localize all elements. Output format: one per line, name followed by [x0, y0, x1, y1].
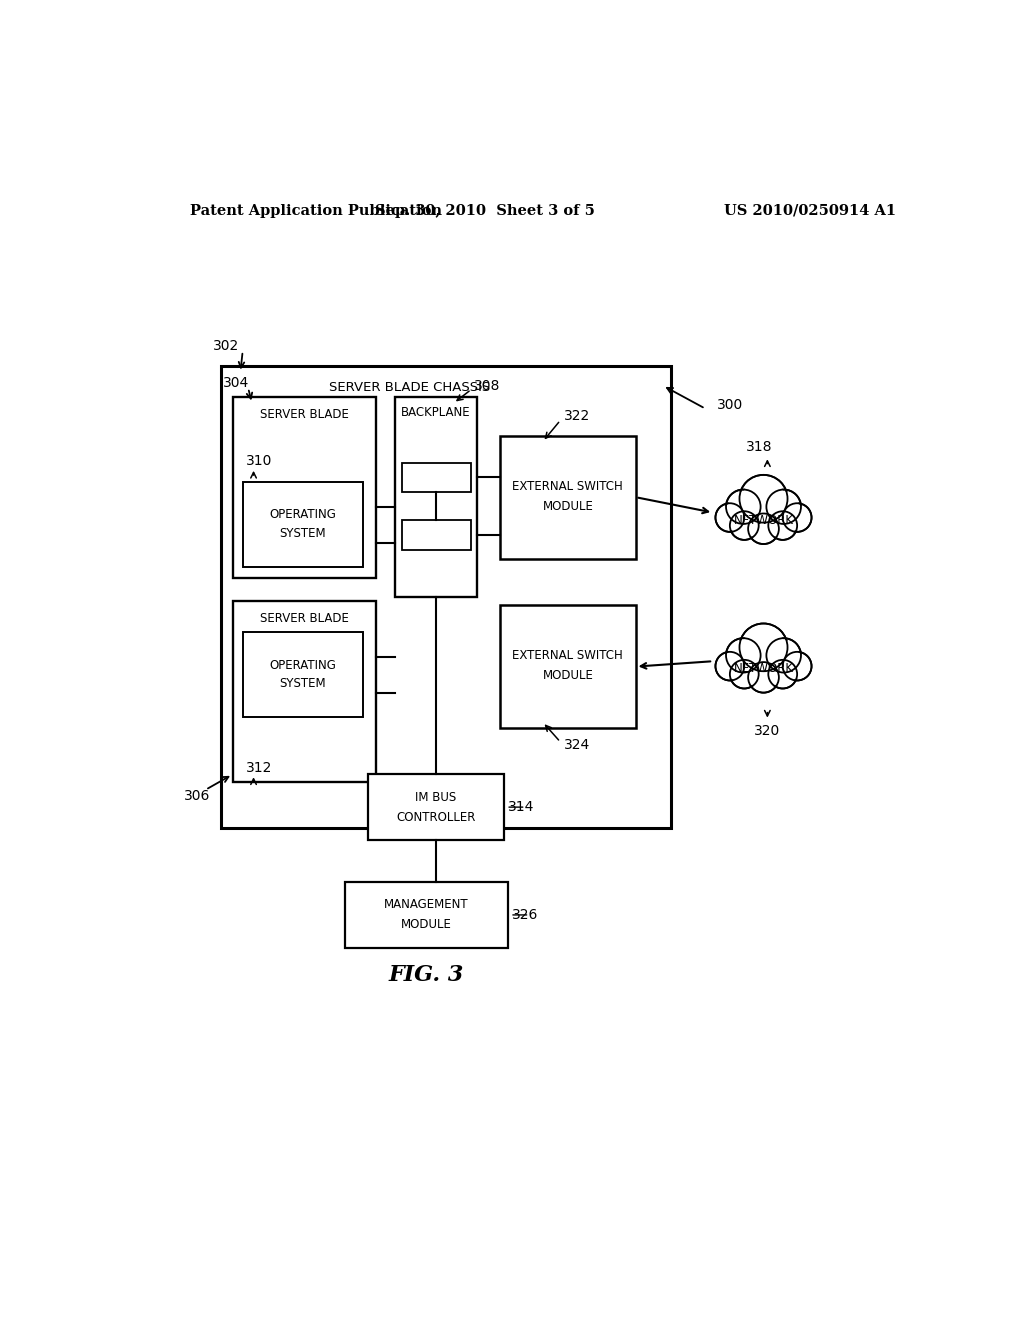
Text: 324: 324: [563, 738, 590, 752]
Text: 312: 312: [246, 762, 272, 775]
Text: SERVER BLADE: SERVER BLADE: [260, 408, 349, 421]
Bar: [401, 520, 471, 549]
Text: MODULE: MODULE: [543, 500, 593, 513]
Circle shape: [768, 660, 797, 689]
Circle shape: [739, 623, 787, 671]
Circle shape: [768, 491, 799, 521]
Circle shape: [749, 663, 779, 693]
Bar: [345, 882, 508, 948]
Text: 300: 300: [717, 397, 743, 412]
Text: BACKPLANE: BACKPLANE: [401, 407, 471, 418]
Text: 304: 304: [223, 376, 250, 391]
Text: SYSTEM: SYSTEM: [280, 677, 326, 690]
Text: MODULE: MODULE: [543, 669, 593, 682]
Circle shape: [784, 653, 810, 678]
Text: US 2010/0250914 A1: US 2010/0250914 A1: [724, 203, 896, 218]
Bar: [232, 601, 376, 781]
Circle shape: [730, 511, 759, 540]
Text: SYSTEM: SYSTEM: [280, 527, 326, 540]
Circle shape: [742, 627, 784, 668]
Text: 306: 306: [183, 789, 210, 803]
Text: 310: 310: [246, 454, 272, 469]
Circle shape: [770, 661, 796, 686]
Circle shape: [782, 503, 812, 532]
Circle shape: [726, 490, 761, 524]
Circle shape: [766, 638, 801, 673]
Text: OPERATING: OPERATING: [269, 508, 336, 521]
Circle shape: [784, 506, 810, 531]
Text: FIG. 3: FIG. 3: [389, 964, 464, 986]
Circle shape: [726, 638, 761, 673]
Text: NETWORK: NETWORK: [733, 513, 794, 527]
Text: 302: 302: [213, 338, 240, 352]
Text: 322: 322: [563, 409, 590, 422]
Bar: [232, 397, 376, 578]
Bar: [221, 367, 671, 829]
Circle shape: [749, 513, 779, 544]
Text: EXTERNAL SWITCH: EXTERNAL SWITCH: [512, 649, 624, 663]
Circle shape: [731, 513, 757, 539]
Circle shape: [782, 652, 812, 681]
Text: MANAGEMENT: MANAGEMENT: [384, 899, 469, 911]
Bar: [243, 482, 362, 566]
Bar: [369, 775, 504, 840]
Circle shape: [728, 640, 759, 671]
Bar: [243, 632, 362, 717]
Circle shape: [750, 515, 777, 543]
Circle shape: [728, 491, 759, 521]
Text: Sep. 30, 2010  Sheet 3 of 5: Sep. 30, 2010 Sheet 3 of 5: [375, 203, 595, 218]
Text: CONTROLLER: CONTROLLER: [396, 810, 476, 824]
Bar: [401, 462, 471, 492]
Circle shape: [730, 660, 759, 689]
Circle shape: [717, 653, 742, 678]
Circle shape: [717, 506, 742, 531]
Bar: [500, 436, 636, 558]
Text: 314: 314: [508, 800, 535, 814]
Text: OPERATING: OPERATING: [269, 659, 336, 672]
Circle shape: [716, 652, 744, 681]
Circle shape: [739, 475, 787, 523]
Text: NETWORK: NETWORK: [733, 663, 794, 676]
Bar: [395, 397, 477, 597]
Circle shape: [742, 478, 784, 520]
Text: IM BUS: IM BUS: [416, 791, 457, 804]
Text: EXTERNAL SWITCH: EXTERNAL SWITCH: [512, 480, 624, 492]
Circle shape: [716, 503, 744, 532]
Circle shape: [770, 513, 796, 539]
Text: SERVER BLADE CHASSIS: SERVER BLADE CHASSIS: [329, 381, 490, 395]
Text: SERVER BLADE: SERVER BLADE: [260, 611, 349, 624]
Circle shape: [731, 661, 757, 686]
Text: 308: 308: [474, 379, 501, 392]
Bar: [500, 605, 636, 729]
Circle shape: [750, 664, 777, 690]
Text: MODULE: MODULE: [401, 919, 452, 932]
Circle shape: [768, 640, 799, 671]
Text: 318: 318: [746, 440, 773, 454]
Text: 326: 326: [512, 908, 538, 921]
Circle shape: [768, 511, 797, 540]
Text: 320: 320: [755, 723, 780, 738]
Circle shape: [766, 490, 801, 524]
Text: Patent Application Publication: Patent Application Publication: [190, 203, 442, 218]
